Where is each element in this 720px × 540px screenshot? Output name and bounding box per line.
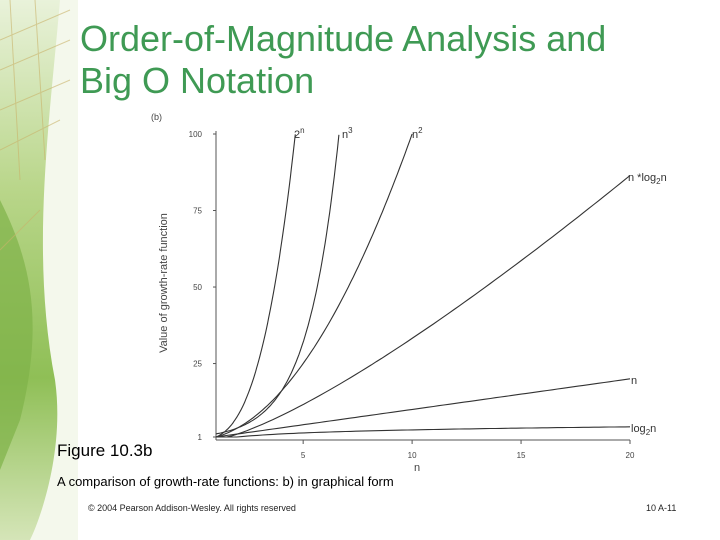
series-line	[215, 134, 296, 438]
series-label: n2	[412, 126, 423, 141]
panel-label: (b)	[151, 112, 162, 122]
x-axis-label: n	[414, 462, 420, 474]
y-tick-label: 100	[189, 130, 203, 139]
slide-title-line-2: Big O Notation	[80, 60, 315, 101]
slide-number: 10 A-11	[646, 503, 677, 513]
series-line	[215, 133, 413, 438]
x-tick-label: 10	[408, 451, 417, 460]
series-label: 2n	[294, 126, 305, 141]
figure-description: A comparison of growth-rate functions: b…	[57, 474, 394, 489]
series-label: n *log2n	[628, 172, 667, 186]
figure-caption: Figure 10.3b	[57, 441, 153, 460]
series-line	[215, 378, 631, 438]
y-tick-label: 50	[193, 283, 202, 292]
x-tick-label: 20	[626, 451, 635, 460]
y-axis-label: Value of growth-rate function	[158, 213, 170, 353]
x-tick-label: 5	[301, 451, 306, 460]
y-tick-label: 25	[193, 360, 202, 369]
y-tick-label: 1	[198, 433, 203, 442]
series-label: log2n	[631, 423, 656, 437]
series-line	[216, 175, 631, 438]
x-tick-label: 15	[517, 451, 526, 460]
slide-title: Order-of-Magnitude Analysis and Big O No…	[80, 18, 700, 102]
series-line	[215, 134, 340, 435]
copyright-footer: © 2004 Pearson Addison-Wesley. All right…	[88, 503, 296, 513]
series-line	[216, 426, 631, 438]
slide-title-line-1: Order-of-Magnitude Analysis and	[80, 18, 607, 59]
y-tick-label: 75	[193, 207, 202, 216]
decorative-leaf-border	[0, 0, 78, 540]
series-label: n3	[342, 126, 353, 141]
series-label: n	[631, 375, 637, 387]
